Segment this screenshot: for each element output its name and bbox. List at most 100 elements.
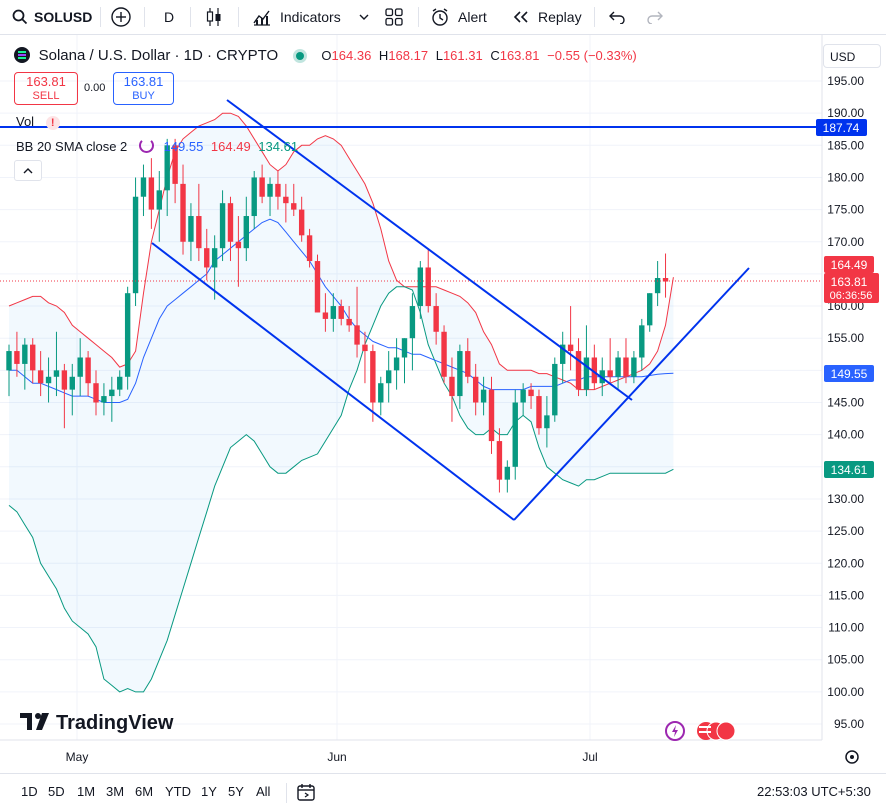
bollinger-lower-line bbox=[8, 286, 674, 693]
candle-body bbox=[378, 383, 384, 403]
candle-body bbox=[148, 177, 155, 210]
indicators-label: Indicators bbox=[280, 9, 341, 25]
time-label-jul: Jul bbox=[582, 750, 597, 764]
candle-body bbox=[291, 203, 297, 210]
candle-body bbox=[575, 351, 582, 390]
candle bbox=[259, 164, 265, 204]
price-tick-label: 130.00 bbox=[827, 492, 864, 506]
grid-layer bbox=[0, 35, 822, 740]
ohlc-close-label: C bbox=[490, 48, 500, 63]
candle bbox=[417, 261, 424, 319]
candle-body bbox=[449, 376, 455, 397]
symbol-search[interactable]: SOLUSD bbox=[12, 0, 92, 34]
candle-body bbox=[251, 177, 257, 217]
range-5d[interactable]: 5D bbox=[48, 784, 65, 799]
candle bbox=[314, 254, 321, 313]
indicators-button[interactable]: Indicators bbox=[252, 0, 341, 34]
candle-body bbox=[322, 312, 329, 319]
collapse-legend-button[interactable] bbox=[14, 160, 42, 181]
price-tick-label: 175.00 bbox=[827, 203, 864, 217]
candle bbox=[528, 383, 534, 409]
candle bbox=[267, 177, 273, 217]
candle-body bbox=[520, 389, 526, 403]
events-icons[interactable] bbox=[665, 721, 736, 741]
replay-button[interactable]: Replay bbox=[512, 0, 582, 34]
price-label-bb-upper: 164.49 bbox=[824, 256, 874, 273]
bb-legend[interactable]: BB 20 SMA close 2 149.55 164.49 134.61 bbox=[16, 138, 298, 154]
alert-label: Alert bbox=[458, 9, 487, 25]
candle-body bbox=[267, 183, 273, 197]
buy-button[interactable]: 163.81 BUY bbox=[113, 72, 174, 105]
warning-icon: ! bbox=[45, 116, 60, 130]
candle bbox=[298, 196, 305, 242]
bottom-separator bbox=[286, 783, 287, 803]
range-3m[interactable]: 3M bbox=[106, 784, 125, 799]
candle bbox=[354, 286, 360, 358]
price-tick-label: 115.00 bbox=[828, 588, 864, 602]
redo-button[interactable] bbox=[646, 0, 664, 34]
candle bbox=[615, 351, 621, 390]
goto-date-button[interactable] bbox=[296, 782, 316, 807]
interval-button[interactable]: D bbox=[164, 0, 174, 34]
candle bbox=[180, 164, 186, 255]
range-1y[interactable]: 1Y bbox=[201, 784, 217, 799]
toolbar-separator bbox=[238, 7, 239, 27]
currency-button[interactable]: USD bbox=[823, 44, 881, 68]
ohlc-close: 163.81 bbox=[499, 48, 540, 63]
ohlc-open: 164.36 bbox=[331, 48, 372, 63]
undo-button[interactable] bbox=[608, 0, 626, 34]
candle-body bbox=[164, 145, 170, 191]
candle-body bbox=[338, 306, 344, 319]
price-tick-label: 105.00 bbox=[827, 653, 864, 667]
candles-icon bbox=[206, 8, 221, 26]
sell-button[interactable]: 163.81 SELL bbox=[14, 72, 78, 105]
alert-button[interactable]: Alert bbox=[430, 0, 487, 34]
range-1m[interactable]: 1M bbox=[77, 784, 96, 799]
candle bbox=[275, 171, 281, 210]
candle-body bbox=[53, 370, 60, 377]
candle bbox=[196, 183, 202, 262]
candle bbox=[61, 363, 68, 429]
candle-body bbox=[243, 216, 249, 249]
calendar-icon bbox=[297, 784, 315, 801]
replay-label: Replay bbox=[538, 9, 582, 25]
range-all[interactable]: All bbox=[256, 784, 271, 799]
candle-body bbox=[61, 370, 68, 390]
price-tick-label: 195.00 bbox=[827, 74, 864, 88]
settings-gear[interactable] bbox=[845, 750, 859, 764]
range-5y[interactable]: 5Y bbox=[228, 784, 244, 799]
price-chart[interactable]: 95.00 100.00 105.00 110.00 115.00 120.00 125.0… bbox=[0, 35, 886, 775]
candle-body bbox=[433, 306, 439, 332]
range-6m[interactable]: 6M bbox=[135, 784, 154, 799]
candle bbox=[291, 183, 297, 217]
indicators-dropdown[interactable] bbox=[358, 0, 370, 34]
candle-body bbox=[219, 203, 226, 249]
candle bbox=[409, 293, 416, 371]
rising-trendline bbox=[513, 267, 750, 521]
layouts-button[interactable] bbox=[385, 0, 403, 34]
volume-legend[interactable]: Vol ! bbox=[16, 114, 60, 130]
candle bbox=[544, 396, 550, 448]
chart-area[interactable]: 95.00 100.00 105.00 110.00 115.00 120.00 125.0… bbox=[0, 35, 886, 775]
range-1d[interactable]: 1D bbox=[21, 784, 38, 799]
candle-body bbox=[615, 357, 621, 377]
candle-body bbox=[314, 261, 321, 313]
candle bbox=[472, 363, 479, 416]
spread-value: 0.00 bbox=[84, 82, 106, 94]
clock-label[interactable]: 22:53:03 UTC+5:30 bbox=[757, 784, 871, 799]
countdown-label: 06:36:56 bbox=[830, 290, 873, 302]
price-label-upper: 164.49 bbox=[831, 258, 868, 272]
price-tick-label: 125.00 bbox=[827, 524, 864, 538]
candle-body bbox=[109, 389, 115, 397]
candle bbox=[132, 177, 139, 307]
candle bbox=[148, 158, 155, 229]
range-ytd[interactable]: YTD bbox=[165, 784, 191, 799]
candle bbox=[441, 325, 447, 384]
compare-button[interactable] bbox=[110, 0, 132, 34]
market-open-dot bbox=[295, 52, 304, 60]
candle bbox=[101, 383, 107, 416]
candle bbox=[45, 357, 52, 403]
candle-body bbox=[425, 267, 431, 307]
chart-type-button[interactable] bbox=[205, 0, 223, 34]
candle bbox=[662, 253, 669, 298]
